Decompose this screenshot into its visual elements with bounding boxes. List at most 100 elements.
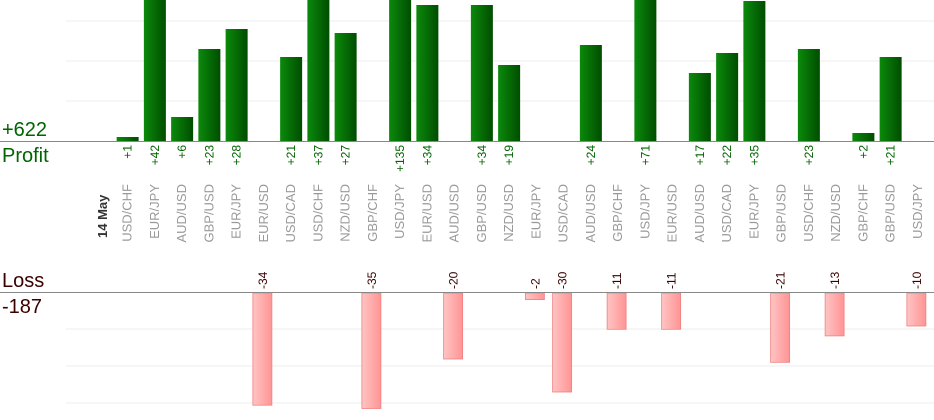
category-label: USD/JPY: [392, 184, 407, 239]
profit-value-label: +28: [230, 145, 244, 166]
profit-bar: [389, 0, 412, 141]
profit-value-label: +135: [393, 145, 407, 172]
bars: [116, 0, 927, 409]
profit-bar: [579, 45, 602, 141]
profit-bar: [143, 0, 166, 141]
profit-value-label: +34: [420, 145, 434, 166]
profit-value-label: +6: [175, 145, 189, 159]
category-label: USD/CHF: [120, 184, 135, 242]
loss-bar: [443, 292, 464, 360]
category-label: EUR/JPY: [528, 184, 543, 239]
loss-value-label: -35: [365, 271, 379, 289]
loss-bar: [906, 292, 927, 327]
profit-value-label: +35: [747, 145, 761, 166]
profit-bar: [116, 137, 139, 141]
category-label: GBP/USD: [474, 184, 489, 243]
profit-bar: [879, 57, 902, 141]
loss-bar: [361, 292, 382, 409]
loss-bar: [824, 292, 845, 337]
loss-bar: [552, 292, 573, 393]
loss-bar: [606, 292, 627, 330]
category-label: AUD/USD: [174, 184, 189, 243]
loss-value-label: -10: [910, 271, 924, 289]
category-label: GBP/USD: [883, 184, 898, 243]
profit-value-label: +71: [638, 145, 652, 166]
loss-label: Loss: [2, 270, 45, 292]
loss-value-label: -2: [528, 278, 542, 289]
loss-value-label: -11: [665, 272, 679, 289]
loss-total: -187: [2, 296, 43, 318]
loss-bar: [661, 292, 682, 330]
profit-value-label: +17: [693, 145, 707, 166]
profit-label: Profit: [2, 145, 49, 167]
profit-value-label: +42: [148, 145, 162, 166]
labels: 14 May +1 USD/CHF +42 EUR/JPY +6 AUD/USD +23 GBP…: [95, 145, 925, 289]
category-label: GBP/CHF: [365, 184, 380, 242]
category-label: EUR/USD: [419, 184, 434, 243]
profit-total: +622: [2, 119, 48, 141]
category-label: USD/CHF: [310, 184, 325, 242]
loss-bar: [524, 292, 545, 300]
profit-bar: [225, 29, 248, 141]
profit-bar: [716, 53, 739, 141]
profit-bar: [171, 117, 194, 141]
category-label: USD/JPY: [637, 184, 652, 239]
loss-bar: [252, 292, 273, 406]
loss-value-label: -13: [828, 271, 842, 289]
profit-value-label: +27: [339, 145, 353, 166]
category-label: NZD/USD: [828, 184, 843, 242]
profit-bar: [634, 0, 657, 141]
axes: [0, 141, 934, 293]
gridlines: [66, 20, 934, 404]
category-label: GBP/CHF: [610, 184, 625, 242]
category-label: GBP/CHF: [855, 184, 870, 242]
category-label: EUR/JPY: [746, 184, 761, 239]
profit-value-label: +2: [856, 145, 870, 159]
category-label: AUD/USD: [583, 184, 598, 243]
profit-value-label: +22: [720, 145, 734, 166]
profit-value-label: +1: [121, 145, 135, 159]
date-label: 14 May: [95, 194, 110, 238]
profit-bar: [307, 0, 330, 141]
category-label: AUD/USD: [447, 184, 462, 243]
profit-bar: [852, 133, 875, 141]
loss-value-label: -34: [256, 271, 270, 289]
category-label: EUR/USD: [256, 184, 271, 243]
category-label: GBP/USD: [774, 184, 789, 243]
loss-value-label: -30: [556, 271, 570, 289]
category-label: AUD/USD: [692, 184, 707, 243]
category-label: USD/CAD: [283, 184, 298, 243]
category-label: USD/CAD: [556, 184, 571, 243]
profit-value-label: +21: [284, 145, 298, 166]
category-label: EUR/USD: [665, 184, 680, 243]
profit-bar: [498, 65, 521, 141]
profit-bar: [797, 49, 820, 141]
profit-bar: [280, 57, 303, 141]
profit-bar: [688, 73, 711, 141]
profit-value-label: +34: [475, 145, 489, 166]
category-label: USD/CHF: [801, 184, 816, 242]
profit-value-label: +24: [584, 145, 598, 166]
category-label: EUR/JPY: [229, 184, 244, 239]
category-label: USD/JPY: [910, 184, 925, 239]
profit-value-label: +23: [802, 145, 816, 166]
profit-bar: [334, 33, 357, 141]
profit-value-label: +19: [502, 145, 516, 166]
category-label: NZD/USD: [501, 184, 516, 242]
loss-value-label: -11: [610, 272, 624, 289]
profit-bar: [416, 5, 439, 141]
profit-value-label: +23: [202, 145, 216, 166]
category-label: NZD/USD: [338, 184, 353, 242]
loss-value-label: -21: [774, 271, 788, 289]
category-label: EUR/JPY: [147, 184, 162, 239]
loss-bar: [770, 292, 791, 363]
profit-bar: [470, 5, 493, 141]
profit-bar: [743, 1, 766, 141]
loss-value-label: -20: [447, 271, 461, 289]
profit-value-label: +21: [884, 145, 898, 166]
category-label: USD/CAD: [719, 184, 734, 243]
category-label: GBP/USD: [201, 184, 216, 243]
profit-value-label: +37: [311, 145, 325, 166]
profit-bar: [198, 49, 221, 141]
